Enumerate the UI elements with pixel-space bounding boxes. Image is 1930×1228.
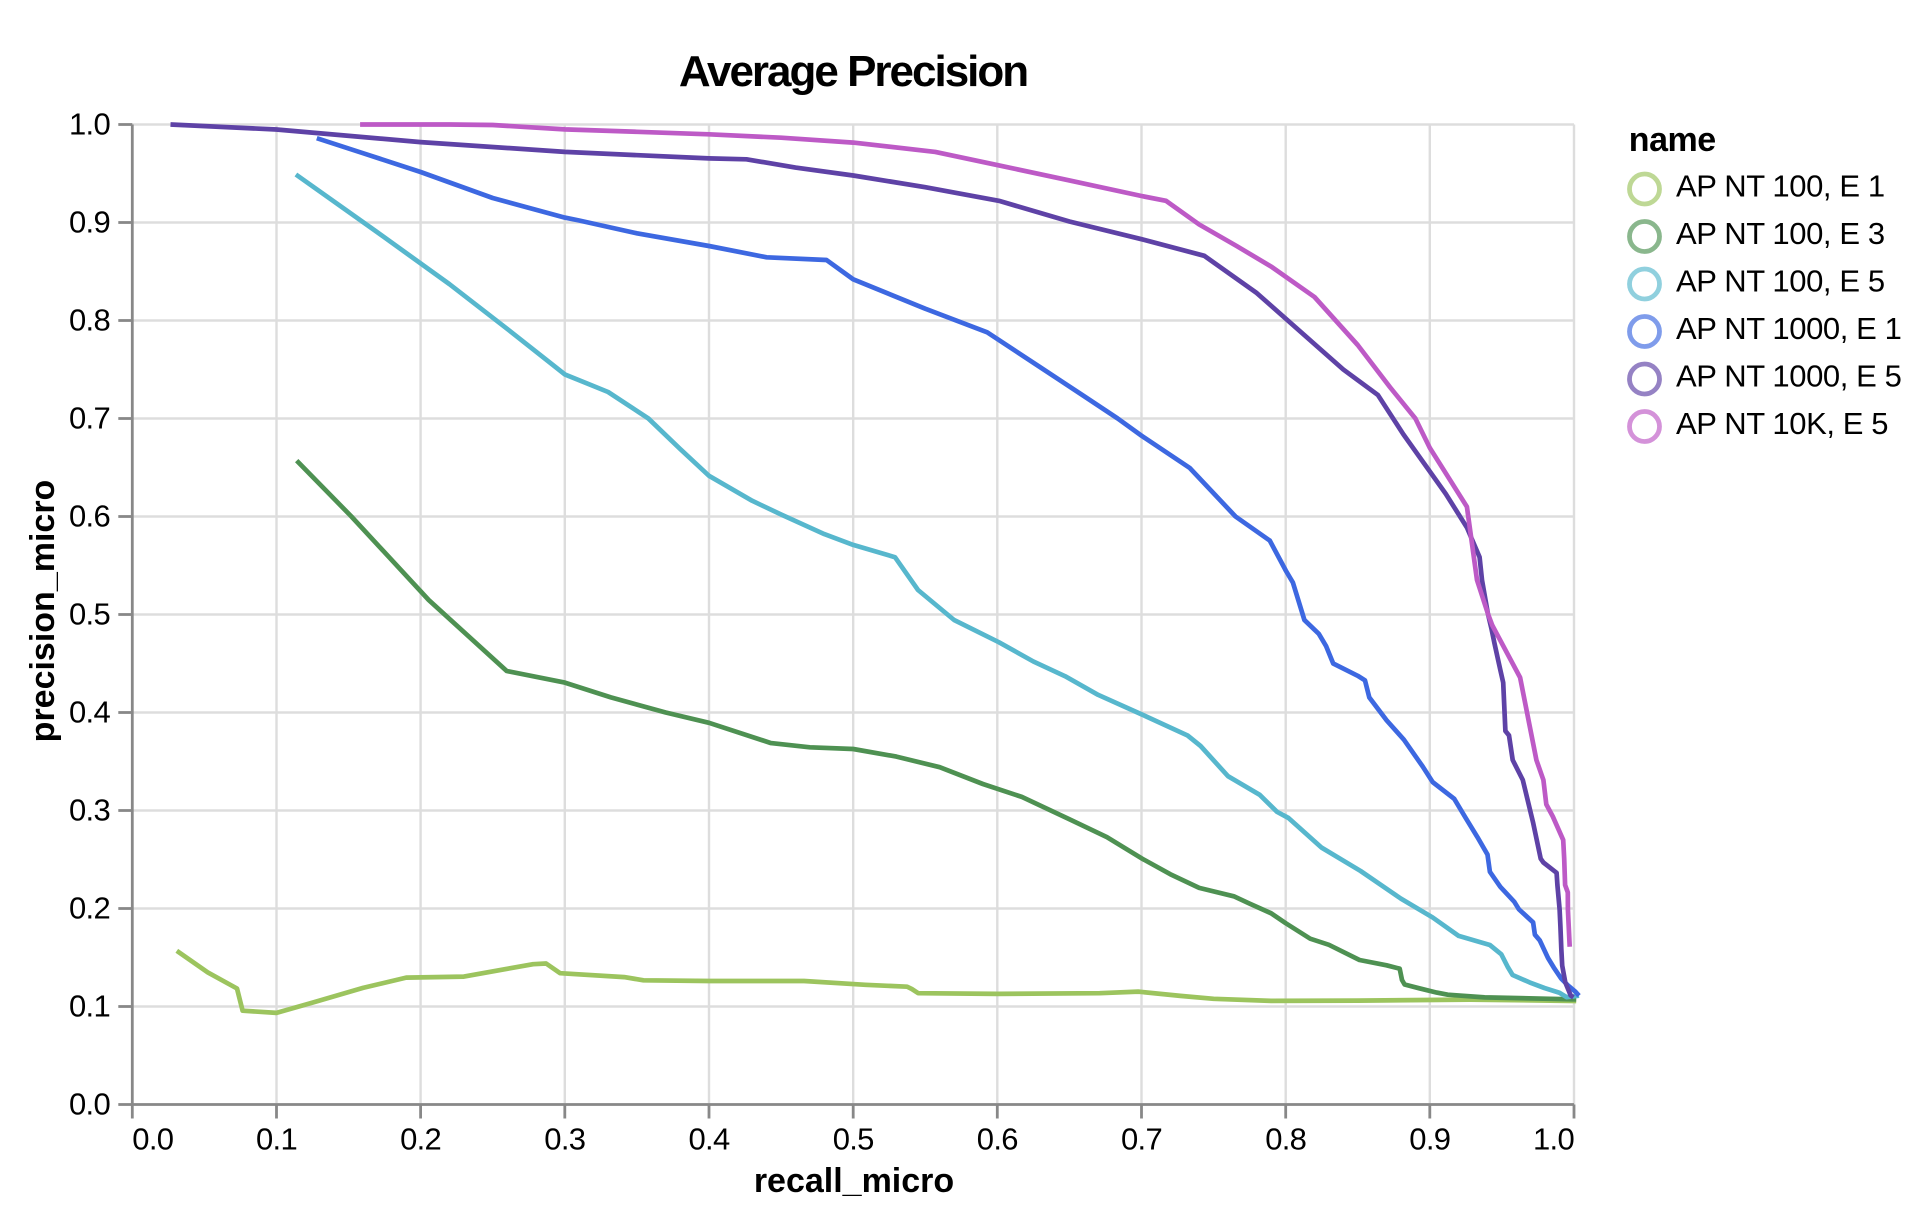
svg-text:0.5: 0.5 <box>69 597 110 632</box>
svg-text:0.6: 0.6 <box>69 499 110 534</box>
svg-text:0.8: 0.8 <box>1265 1122 1306 1157</box>
svg-text:0.4: 0.4 <box>69 695 110 730</box>
svg-text:0.0: 0.0 <box>132 1122 173 1157</box>
svg-text:0.4: 0.4 <box>689 1122 730 1157</box>
svg-text:0.9: 0.9 <box>1409 1122 1450 1157</box>
svg-text:0.3: 0.3 <box>544 1122 585 1157</box>
svg-text:0.5: 0.5 <box>833 1122 874 1157</box>
svg-text:0.7: 0.7 <box>1121 1122 1162 1157</box>
svg-text:AP NT 1000, E 1: AP NT 1000, E 1 <box>1676 311 1902 346</box>
svg-text:0.2: 0.2 <box>400 1122 441 1157</box>
svg-text:Average Precision: Average Precision <box>679 47 1027 96</box>
svg-text:recall_micro: recall_micro <box>754 1162 954 1200</box>
svg-text:0.0: 0.0 <box>69 1087 110 1122</box>
svg-text:precision_micro: precision_micro <box>24 480 62 743</box>
svg-text:0.2: 0.2 <box>69 891 110 926</box>
svg-text:AP NT 1000, E 5: AP NT 1000, E 5 <box>1676 359 1902 394</box>
svg-text:0.1: 0.1 <box>69 989 110 1024</box>
svg-text:0.6: 0.6 <box>977 1122 1018 1157</box>
svg-text:0.1: 0.1 <box>256 1122 297 1157</box>
svg-text:0.8: 0.8 <box>69 303 110 338</box>
svg-text:1.0: 1.0 <box>1533 1122 1574 1157</box>
svg-text:AP NT 100, E 3: AP NT 100, E 3 <box>1676 216 1885 251</box>
svg-text:0.3: 0.3 <box>69 793 110 828</box>
svg-text:0.9: 0.9 <box>69 205 110 240</box>
svg-text:1.0: 1.0 <box>69 107 110 142</box>
svg-text:name: name <box>1629 121 1716 159</box>
svg-text:AP NT 100, E 1: AP NT 100, E 1 <box>1676 169 1885 204</box>
svg-text:AP NT 10K, E 5: AP NT 10K, E 5 <box>1676 406 1888 441</box>
svg-text:0.7: 0.7 <box>69 401 110 436</box>
svg-text:AP NT 100, E 5: AP NT 100, E 5 <box>1676 264 1885 299</box>
